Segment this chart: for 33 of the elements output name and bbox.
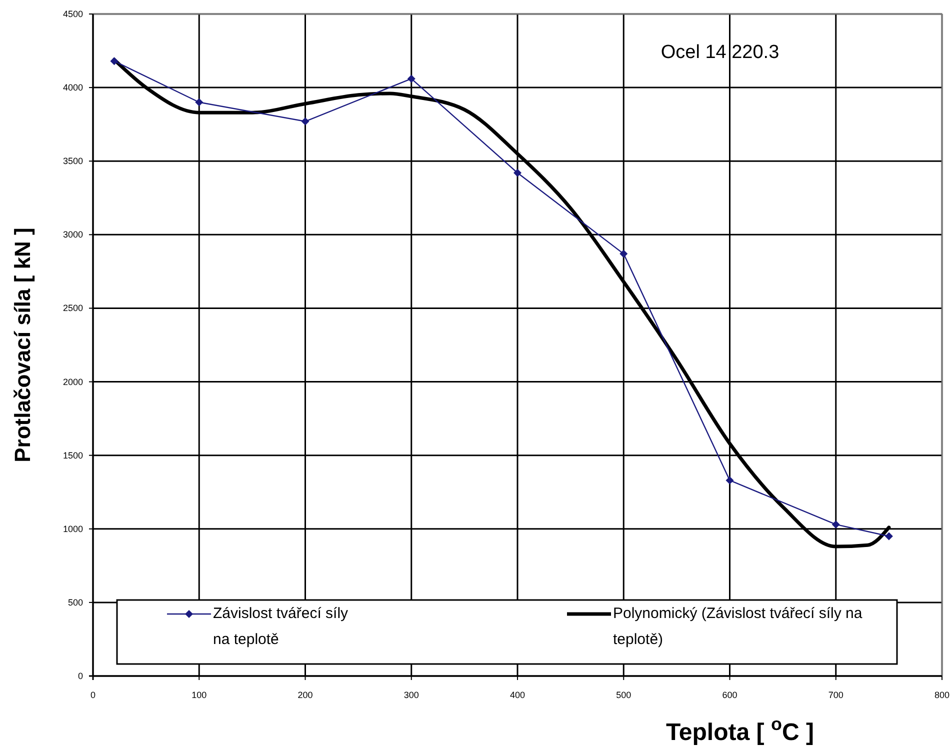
legend-label: Polynomický (Závislost tvářecí síly na teplotě) bbox=[613, 605, 863, 648]
point bbox=[884, 532, 893, 540]
x-tick-label: 0 bbox=[90, 690, 96, 700]
y-tick-label: 1000 bbox=[62, 524, 83, 534]
x-tick-label: 500 bbox=[616, 690, 632, 700]
y-axis-title: Protlačovací síla [ kN ] bbox=[10, 228, 35, 462]
x-tick-label: 800 bbox=[934, 690, 950, 700]
x-tick-label: 400 bbox=[510, 690, 526, 700]
y-tick-label: 3000 bbox=[62, 230, 83, 240]
point bbox=[514, 168, 522, 177]
y-tick-label: 4500 bbox=[62, 9, 83, 19]
annotation: Ocel 14 220.3 bbox=[660, 42, 780, 63]
point bbox=[832, 520, 840, 528]
point bbox=[407, 74, 416, 83]
y-tick-label: 2000 bbox=[62, 376, 83, 387]
x-tick-label: 200 bbox=[298, 690, 313, 700]
point bbox=[195, 98, 204, 106]
y-tick-label: 500 bbox=[68, 597, 83, 608]
y-tick-label: 1500 bbox=[62, 450, 83, 460]
point bbox=[301, 117, 310, 126]
legend-label: Závislost tvářecí síly na teplotě bbox=[213, 605, 349, 648]
y-tick-label: 2500 bbox=[62, 303, 83, 314]
y-tick-label: 4000 bbox=[62, 82, 83, 93]
y-tick-label: 3500 bbox=[62, 156, 83, 166]
y-tick-label: 0 bbox=[78, 671, 83, 681]
x-tick-label: 600 bbox=[722, 690, 738, 700]
point bbox=[726, 476, 734, 484]
x-axis-title: Teplota [ $^{o}$C ] bbox=[666, 714, 814, 746]
x-tick-label: 100 bbox=[192, 690, 207, 700]
point bbox=[110, 57, 118, 66]
x-tick-label: 300 bbox=[404, 690, 419, 700]
x-tick-label: 700 bbox=[828, 690, 844, 700]
point bbox=[620, 250, 628, 258]
